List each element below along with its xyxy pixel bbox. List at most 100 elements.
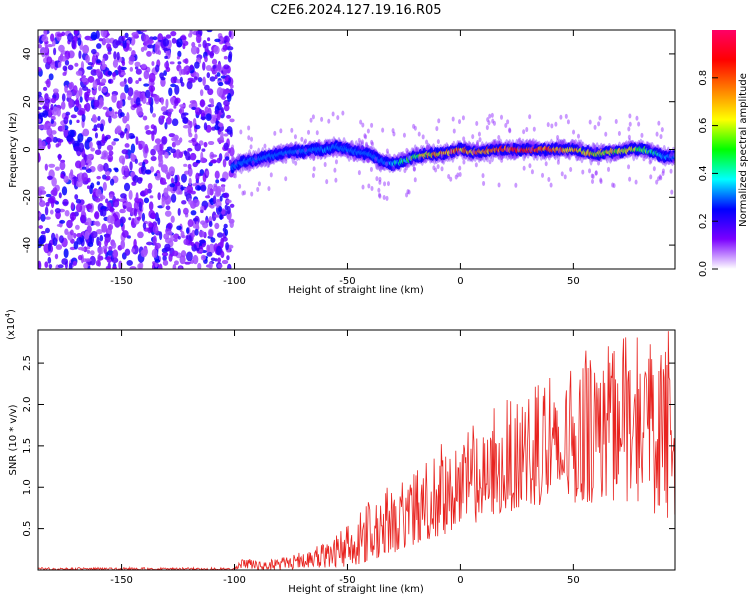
noise-speckle <box>75 180 83 188</box>
noise-speckle <box>72 260 77 267</box>
noise-speckle <box>142 115 148 121</box>
noise-speckle <box>77 110 85 116</box>
noise-speckle <box>144 188 149 196</box>
noise-speckle <box>46 43 54 48</box>
faint-speckle <box>320 116 324 122</box>
faint-speckle <box>486 117 490 123</box>
faint-speckle <box>614 119 618 125</box>
x-tick-label: -150 <box>110 575 133 586</box>
faint-speckle <box>361 184 365 190</box>
noise-speckle <box>106 43 112 50</box>
faint-speckle <box>556 134 560 140</box>
noise-speckle <box>215 179 220 184</box>
noise-speckle <box>229 203 235 208</box>
faint-speckle <box>316 154 320 160</box>
faint-speckle <box>377 187 381 193</box>
noise-speckle <box>119 112 125 118</box>
noise-speckle <box>107 223 114 231</box>
noise-speckle <box>54 253 59 260</box>
faint-speckle <box>334 150 338 156</box>
noise-speckle <box>46 175 53 180</box>
noise-speckle <box>187 163 192 170</box>
faint-speckle <box>474 144 478 150</box>
noise-speckle <box>60 101 66 110</box>
noise-speckle <box>90 147 95 152</box>
faint-speckle <box>517 146 521 152</box>
noise-speckle <box>120 66 127 71</box>
noise-speckle <box>138 111 144 116</box>
noise-speckle <box>44 93 49 101</box>
noise-speckle <box>102 181 107 191</box>
snr-y-axis-label: SNR (10 * v/v) <box>8 404 19 475</box>
noise-speckle <box>81 113 86 123</box>
noise-speckle <box>153 125 157 135</box>
noise-speckle <box>207 140 215 146</box>
noise-speckle <box>184 58 189 65</box>
noise-speckle <box>149 104 154 114</box>
noise-speckle <box>134 91 141 96</box>
noise-speckle <box>87 241 94 248</box>
noise-speckle <box>87 75 95 83</box>
noise-speckle <box>81 247 85 252</box>
noise-speckle <box>158 158 164 166</box>
faint-speckle <box>417 131 421 137</box>
noise-speckle <box>128 189 133 200</box>
noise-speckle <box>127 76 133 84</box>
snr-x-axis-label: Height of straight line (km) <box>288 584 424 595</box>
noise-speckle <box>50 103 54 111</box>
noise-speckle <box>111 257 119 264</box>
faint-speckle <box>234 159 238 165</box>
noise-speckle <box>207 186 211 197</box>
faint-speckle <box>661 170 665 176</box>
faint-speckle <box>359 119 363 125</box>
faint-speckle <box>549 182 553 188</box>
noise-speckle <box>51 130 57 135</box>
noise-speckle <box>143 197 150 204</box>
noise-speckle <box>138 143 143 151</box>
noise-speckle <box>118 64 122 75</box>
noise-speckle <box>171 37 177 44</box>
faint-speckle <box>462 159 466 165</box>
faint-speckle <box>529 147 533 153</box>
snr-panel: -150 -100 -50 0 50 0.5 1.0 1.5 2.0 2.5 Height of… <box>4 309 676 595</box>
faint-speckle <box>249 144 253 150</box>
noise-speckle <box>45 216 51 220</box>
noise-speckle <box>168 87 173 97</box>
faint-speckle <box>572 129 576 135</box>
faint-speckle <box>366 158 370 164</box>
noise-speckle <box>191 106 197 111</box>
noise-speckle <box>145 130 152 135</box>
noise-speckle <box>74 224 80 230</box>
faint-speckle <box>671 158 675 164</box>
faint-speckle <box>451 116 455 122</box>
faint-speckle <box>525 127 529 133</box>
noise-speckle <box>148 96 152 105</box>
faint-speckle <box>333 167 337 173</box>
noise-speckle <box>145 125 150 130</box>
noise-speckle <box>229 146 235 157</box>
noise-speckle <box>84 258 92 262</box>
noise-speckle <box>203 204 207 211</box>
noise-speckle <box>43 30 48 38</box>
noise-speckle <box>228 30 232 38</box>
noise-speckle <box>206 251 213 257</box>
noise-speckle <box>102 106 108 110</box>
noise-speckle <box>164 122 168 130</box>
noise-speckle <box>89 255 96 266</box>
faint-speckle <box>659 134 663 140</box>
faint-speckle <box>417 155 421 161</box>
noise-speckle <box>155 64 160 73</box>
noise-speckle <box>173 233 180 240</box>
noise-speckle <box>64 228 69 235</box>
noise-speckle <box>38 124 43 130</box>
noise-speckle <box>160 106 167 112</box>
noise-speckle <box>105 175 111 181</box>
noise-speckle <box>99 97 104 106</box>
noise-speckle <box>177 235 181 240</box>
noise-speckle <box>223 99 230 107</box>
noise-speckle <box>113 51 117 60</box>
faint-speckle <box>385 195 389 201</box>
noise-speckle <box>197 262 202 269</box>
faint-speckle <box>296 149 300 155</box>
noise-speckle <box>75 203 83 213</box>
